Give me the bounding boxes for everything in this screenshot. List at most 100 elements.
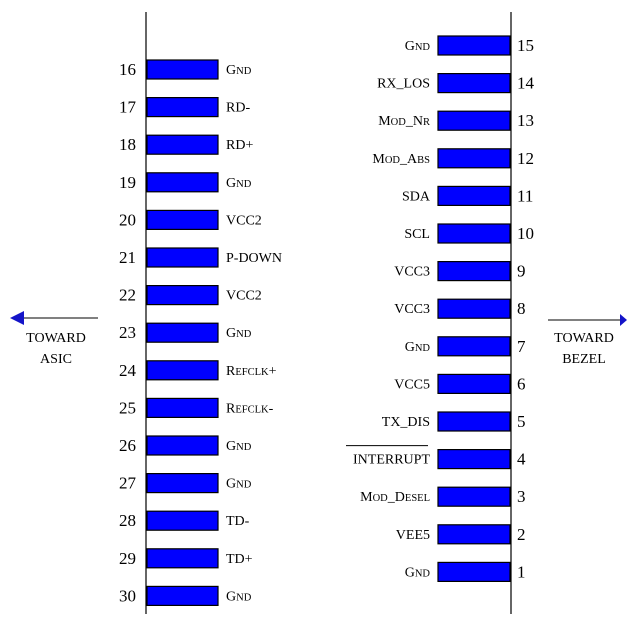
pin-pad: [437, 411, 511, 432]
signal-label: MOD_DESEL: [360, 490, 430, 505]
pin-number: 18: [119, 135, 136, 154]
pin-15: GND 15: [405, 35, 534, 56]
pin-10: SCL 10: [404, 223, 534, 244]
left-pin-row: 16 GND 17 RD- 18 RD+ 19 GND 20 VCC2 21 P-DOWN 22 VCC2…: [119, 59, 282, 607]
pin-5: TX_DIS 5: [382, 411, 526, 432]
pin-number: 22: [119, 286, 136, 305]
pin-number: 13: [517, 111, 534, 130]
pin-pad: [146, 360, 219, 381]
pin-9: VCC3 9: [394, 261, 526, 282]
pin-number: 20: [119, 210, 136, 229]
pin-pad: [437, 35, 511, 56]
pin-pad: [437, 223, 511, 244]
pin-3: MOD_DESEL 3: [360, 486, 526, 507]
pin-number: 10: [517, 224, 534, 243]
pin-6: VCC5 6: [394, 373, 526, 394]
signal-label: GND: [405, 565, 431, 580]
pin-11: SDA 11: [402, 185, 533, 206]
pin-24: 24 REFCLK+: [119, 360, 277, 381]
pin-number: 27: [119, 474, 137, 493]
pin-pad: [437, 449, 511, 470]
pin-number: 25: [119, 398, 136, 417]
pin-4: INTERRUPT 4: [346, 445, 526, 470]
toward-asic-label-line1: TOWARD: [26, 331, 86, 346]
pin-18: 18 RD+: [119, 134, 253, 155]
toward-asic-label-line2: ASIC: [40, 352, 72, 367]
pin-7: GND 7: [405, 336, 526, 357]
signal-label: GND: [405, 39, 431, 54]
pin-pad: [437, 336, 511, 357]
pin-pad: [437, 72, 511, 94]
pin-pad: [437, 524, 511, 545]
pin-pad: [437, 486, 511, 507]
pin-number: 15: [517, 36, 534, 55]
signal-label: VCC2: [226, 289, 262, 304]
signal-label: REFCLK-: [226, 401, 274, 416]
pin-number: 1: [517, 562, 526, 581]
pin-29: 29 TD+: [119, 548, 253, 569]
pin-17: 17 RD-: [119, 96, 250, 118]
pin-pad: [146, 510, 219, 531]
pin-pad: [146, 96, 219, 118]
toward-bezel-label-line2: BEZEL: [562, 352, 606, 367]
pin-number: 12: [517, 149, 534, 168]
pin-pad: [437, 148, 511, 169]
pin-pad: [437, 373, 511, 394]
pin-number: 19: [119, 173, 136, 192]
pin-pad: [146, 585, 219, 607]
toward-bezel-label-line1: TOWARD: [554, 331, 614, 346]
pin-number: 28: [119, 511, 136, 530]
pin-number: 7: [517, 337, 526, 356]
signal-label: RD+: [226, 138, 253, 153]
pin-25: 25 REFCLK-: [119, 397, 274, 418]
pin-pad: [146, 247, 219, 268]
signal-label: RD-: [226, 101, 250, 116]
pin-number: 4: [517, 450, 526, 469]
signal-label: VCC2: [226, 213, 262, 228]
pin-pad: [146, 285, 219, 306]
pin-14: RX_LOS 14: [377, 72, 535, 94]
pin-12: MOD_ABS 12: [372, 148, 534, 169]
signal-label: TD-: [226, 514, 250, 529]
pin-pad: [146, 548, 219, 569]
pin-26: 26 GND: [119, 435, 252, 456]
pin-pad: [146, 435, 219, 456]
pin-19: 19 GND: [119, 172, 252, 193]
pin-pad: [146, 59, 219, 80]
signal-label: SDA: [402, 189, 431, 204]
pin-21: 21 P-DOWN: [119, 247, 282, 268]
pin-16: 16 GND: [119, 59, 252, 80]
pin-number: 21: [119, 248, 136, 267]
pin-pad: [146, 322, 219, 343]
pin-number: 17: [119, 98, 137, 117]
pin-number: 26: [119, 436, 136, 455]
signal-label: INTERRUPT: [353, 453, 430, 468]
pin-number: 8: [517, 299, 526, 318]
pin-pad: [437, 561, 511, 583]
signal-label: VCC3: [394, 302, 430, 317]
pin-pad: [146, 172, 219, 193]
pin-20: 20 VCC2: [119, 209, 262, 230]
pin-pad: [437, 110, 511, 131]
pin-13: MOD_NR 13: [378, 110, 534, 131]
signal-label: GND: [405, 340, 431, 355]
pin-23: 23 GND: [119, 322, 252, 343]
pin-pad: [146, 134, 219, 155]
pin-pad: [146, 397, 219, 418]
signal-label: MOD_ABS: [372, 152, 430, 167]
pin-pad: [146, 473, 219, 494]
signal-label: P-DOWN: [226, 251, 282, 266]
toward-bezel-arrow: [548, 314, 627, 326]
toward-asic-arrow: [10, 311, 98, 325]
signal-label: MOD_NR: [378, 114, 430, 129]
pin-number: 29: [119, 549, 136, 568]
signal-label: GND: [226, 176, 252, 191]
signal-label: GND: [226, 589, 252, 604]
signal-label: VEE5: [396, 528, 430, 543]
pin-8: VCC3 8: [394, 298, 526, 319]
signal-label: GND: [226, 477, 252, 492]
left-arrowhead-icon: [10, 311, 24, 325]
signal-label: RX_LOS: [377, 77, 430, 92]
